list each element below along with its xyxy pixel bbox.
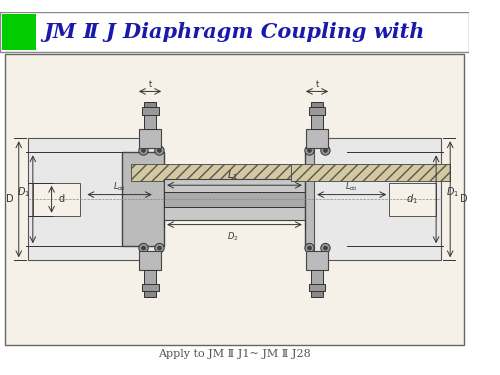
Bar — [312, 102, 322, 107]
Bar — [164, 178, 305, 220]
Text: t: t — [148, 80, 152, 88]
Circle shape — [158, 246, 162, 250]
Circle shape — [305, 243, 314, 253]
Circle shape — [308, 246, 312, 250]
Circle shape — [321, 146, 330, 155]
Bar — [305, 152, 347, 246]
Bar — [308, 107, 326, 115]
Text: Apply to JM Ⅱ J1~ JM Ⅱ J28: Apply to JM Ⅱ J1~ JM Ⅱ J28 — [158, 349, 311, 359]
Bar — [132, 164, 290, 180]
Bar — [144, 102, 156, 107]
Text: $L_{推推}$: $L_{推推}$ — [346, 180, 358, 192]
Text: $L_{推推}$: $L_{推推}$ — [113, 180, 126, 192]
Circle shape — [158, 148, 162, 152]
Circle shape — [324, 148, 328, 152]
Circle shape — [142, 148, 146, 152]
Circle shape — [139, 243, 148, 253]
Bar — [33, 183, 80, 216]
Bar — [142, 284, 158, 291]
Text: D: D — [460, 194, 467, 204]
Bar — [314, 138, 441, 260]
Bar — [122, 152, 164, 246]
Bar — [139, 129, 162, 148]
Text: JM Ⅱ J Diaphragm Coupling with: JM Ⅱ J Diaphragm Coupling with — [44, 22, 425, 42]
Text: $D_2$: $D_2$ — [227, 230, 238, 243]
Circle shape — [142, 246, 146, 250]
Text: t: t — [316, 80, 318, 88]
Text: D: D — [6, 194, 13, 204]
Text: $D_1$: $D_1$ — [446, 185, 458, 199]
Bar — [306, 129, 328, 148]
Text: d: d — [58, 194, 64, 204]
Bar — [4, 54, 464, 345]
Circle shape — [305, 146, 314, 155]
Bar — [144, 270, 156, 286]
Bar — [4, 54, 464, 345]
Text: $d_1$: $d_1$ — [406, 192, 418, 206]
Bar — [0, 12, 469, 52]
Bar — [312, 270, 322, 286]
Bar — [312, 291, 322, 297]
Circle shape — [308, 148, 312, 152]
Bar — [308, 284, 326, 291]
Bar — [312, 112, 322, 129]
Bar — [144, 291, 156, 297]
Bar — [144, 112, 156, 129]
Text: $D_1$: $D_1$ — [17, 185, 30, 199]
Bar — [389, 183, 436, 216]
Bar — [142, 107, 158, 115]
Bar — [139, 251, 162, 270]
Circle shape — [324, 246, 328, 250]
Bar — [290, 164, 450, 180]
Bar — [164, 192, 305, 207]
Circle shape — [155, 146, 164, 155]
Circle shape — [139, 146, 148, 155]
Text: $L_1$: $L_1$ — [227, 169, 238, 182]
Bar — [2, 13, 36, 50]
Bar — [28, 138, 155, 260]
Circle shape — [155, 243, 164, 253]
Circle shape — [321, 243, 330, 253]
Bar — [306, 251, 328, 270]
